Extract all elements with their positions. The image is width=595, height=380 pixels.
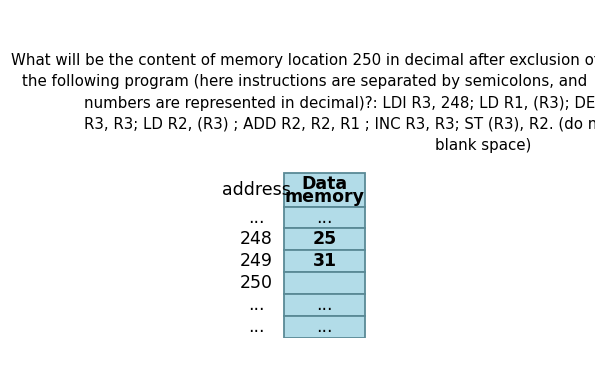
Bar [284,316,365,338]
Text: 25: 25 [312,230,337,249]
Bar [284,294,365,316]
Text: ...: ... [317,209,333,226]
Bar [284,250,365,272]
Text: 248: 248 [240,230,273,249]
Bar [284,272,365,294]
Bar [284,207,365,228]
Text: 31: 31 [312,252,337,271]
Text: blank space): blank space) [434,138,531,154]
Text: ...: ... [248,318,265,336]
Bar [284,228,365,250]
Text: What will be the content of memory location 250 in decimal after exclusion of: What will be the content of memory locat… [11,53,595,68]
Text: ...: ... [317,296,333,314]
Text: ...: ... [248,209,265,226]
Text: ...: ... [248,296,265,314]
Text: memory: memory [284,188,365,206]
Text: address: address [222,181,291,199]
Text: ...: ... [317,318,333,336]
Text: R3, R3; LD R2, (R3) ; ADD R2, R2, R1 ; INC R3, R3; ST (R3), R2. (do not write an: R3, R3; LD R2, (R3) ; ADD R2, R2, R1 ; I… [83,117,595,132]
Text: numbers are represented in decimal)?: LDI R3, 248; LD R1, (R3); DEC R1, R1 INC: numbers are represented in decimal)?: LD… [83,96,595,111]
Bar [284,173,365,207]
Text: 249: 249 [240,252,273,271]
Text: 250: 250 [240,274,273,292]
Text: Data: Data [302,175,347,193]
Text: the following program (here instructions are separated by semicolons, and: the following program (here instructions… [23,74,588,89]
